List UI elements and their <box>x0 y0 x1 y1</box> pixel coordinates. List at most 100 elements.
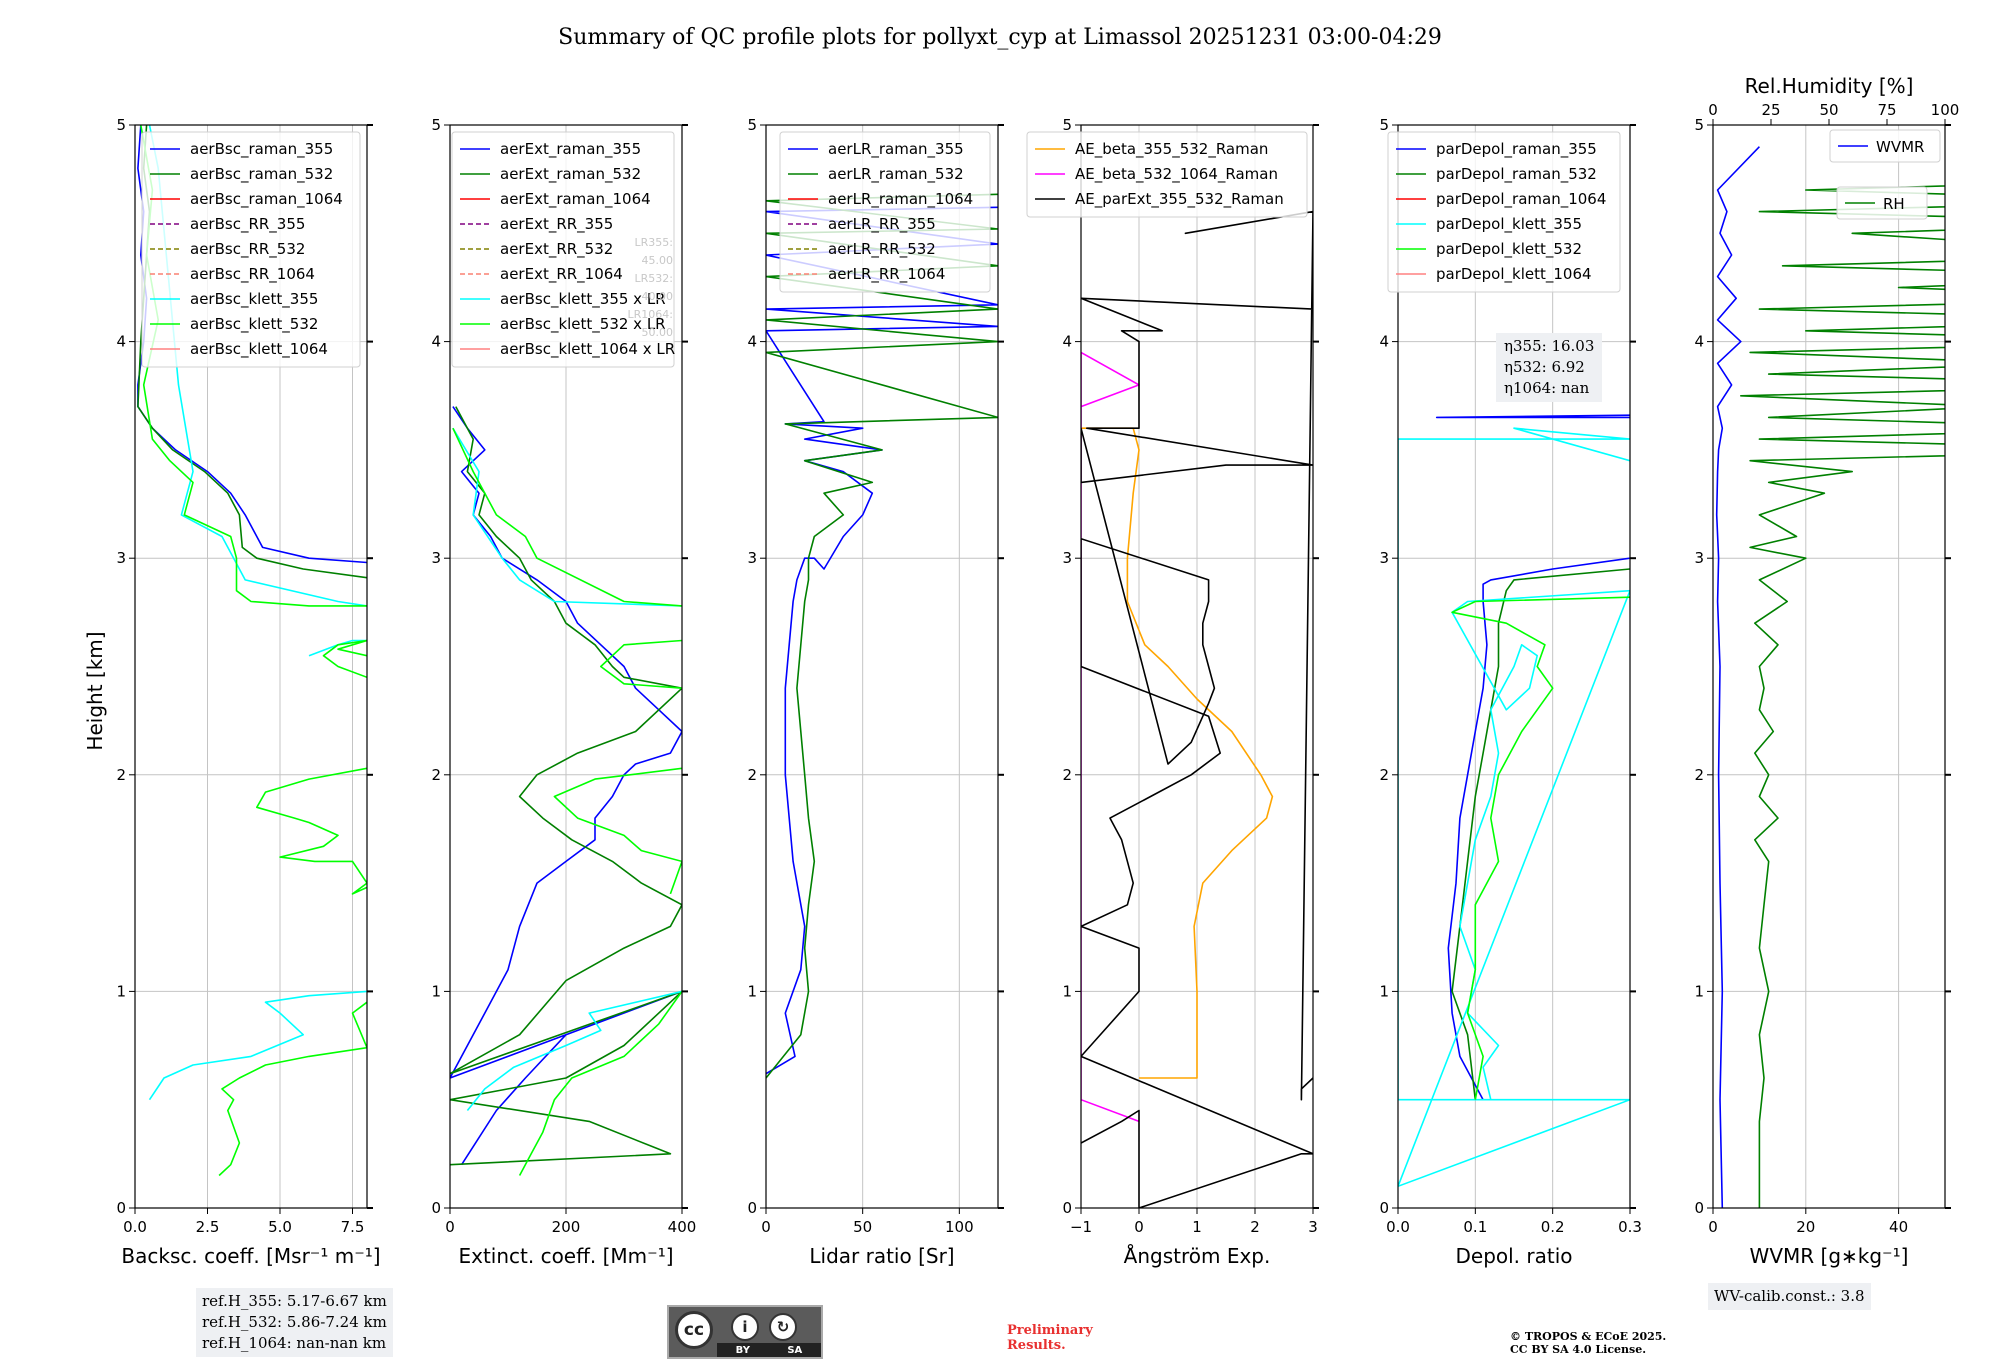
series-line-ext-4 <box>452 427 682 607</box>
series-line-depol-1 <box>1451 568 1630 1100</box>
copyright-note: © TROPOS & ECoE 2025. CC BY SA 4.0 Licen… <box>1510 1330 1667 1356</box>
top-x-tick-label-wv-3: 75 <box>1877 101 1896 119</box>
x-tick-label-ae-1: 0 <box>1134 1218 1144 1236</box>
eta-355: η355: 16.03 <box>1504 337 1595 355</box>
reference-height-box: ref.H_355: 5.17-6.67 km ref.H_532: 5.86-… <box>196 1288 393 1357</box>
refh-532: ref.H_532: 5.86-7.24 km <box>202 1313 387 1331</box>
series-line-wv-0 <box>1715 146 1760 1208</box>
series-line-ae-0 <box>1081 427 1274 1079</box>
eta-1064: η1064: nan <box>1504 379 1590 397</box>
y-tick-label-lr-1: 1 <box>747 982 757 1000</box>
y-tick-label-wv-3: 3 <box>1694 549 1704 567</box>
y-tick-label-depol-2: 2 <box>1379 766 1389 784</box>
legend-label-lr-4: aerLR_RR_532 <box>828 240 936 259</box>
y-tick-label-wv-1: 1 <box>1694 982 1704 1000</box>
legend-label-depol-0: parDepol_raman_355 <box>1436 140 1597 159</box>
series-line-ext-2 <box>452 427 682 607</box>
y-tick-label-ext-4: 4 <box>431 333 441 351</box>
y-tick-label-depol-3: 3 <box>1379 549 1389 567</box>
legend-label-ext-4: aerExt_RR_532 <box>500 240 613 259</box>
y-tick-label-ext-0: 0 <box>431 1199 441 1217</box>
panel-wv: 0 20 40 0 1 2 3 4 5 WVMR [g∗kg⁻¹] 0 25 50 75 100 Rel.Hu… <box>1694 74 1959 1268</box>
legend-label-depol-5: parDepol_klett_1064 <box>1436 265 1592 284</box>
cc-sa-text: SA <box>787 1344 803 1356</box>
series-line-bsc-4 <box>308 639 367 657</box>
legend-label-wv-0: WVMR <box>1876 138 1924 156</box>
legend-label-lr-2: aerLR_raman_1064 <box>828 190 973 209</box>
series-line-depol-0 <box>1447 557 1630 1101</box>
series-line-lr-0 <box>766 206 998 1075</box>
legend-label-ext-8: aerBsc_klett_1064 x LR <box>500 340 675 359</box>
legend-label-ae-2: AE_parExt_355_532_Raman <box>1075 190 1284 209</box>
legend-label-depol-2: parDepol_raman_1064 <box>1436 190 1606 209</box>
series-line-depol-4 <box>1451 596 1630 1100</box>
x-tick-label-ae-3: 2 <box>1250 1218 1260 1236</box>
series-line-depol-2 <box>1435 414 1630 419</box>
legend-box-ext <box>451 131 675 368</box>
x-axis-label-ae: Ångström Exp. <box>1124 1244 1271 1268</box>
y-tick-label-lr-5: 5 <box>747 116 757 134</box>
y-tick-label-ext-2: 2 <box>431 766 441 784</box>
x-tick-label-wv-0: 0 <box>1708 1218 1718 1236</box>
ghost-lr-355: LR355: 45.00 <box>634 236 673 267</box>
y-tick-label-bsc-2: 2 <box>116 766 126 784</box>
ghost-lr-box: LR355: 45.00 LR532: 40.00 LR1064: 50.00 <box>605 234 673 342</box>
y-tick-label-lr-3: 3 <box>747 549 757 567</box>
series-line-bsc-6 <box>322 639 367 679</box>
x-tick-label-bsc-3: 7.5 <box>341 1218 365 1236</box>
y-tick-label-bsc-5: 5 <box>116 116 126 134</box>
x-tick-label-depol-3: 0.3 <box>1618 1218 1642 1236</box>
legend-label-depol-4: parDepol_klett_532 <box>1436 240 1582 259</box>
legend-label-ext-6: aerBsc_klett_355 x LR <box>500 290 666 309</box>
legend-label-lr-3: aerLR_RR_355 <box>828 215 936 234</box>
legend-label-lr-1: aerLR_raman_532 <box>828 165 964 184</box>
legend-label-ae-1: AE_beta_532_1064_Raman <box>1075 165 1278 184</box>
legend-label-depol-1: parDepol_raman_532 <box>1436 165 1597 184</box>
x-axis-label-bsc: Backsc. coeff. [Msr⁻¹ m⁻¹] <box>121 1244 380 1268</box>
panel-bsc: 0.0 2.5 5.0 7.5 0 1 2 3 4 5 Backsc. coeff. [Msr⁻¹ … <box>116 116 380 1268</box>
y-tick-label-ae-3: 3 <box>1062 549 1072 567</box>
x-tick-label-depol-0: 0.0 <box>1386 1218 1410 1236</box>
series-group-lr <box>766 193 998 1079</box>
legend-label-bsc-2: aerBsc_raman_1064 <box>190 190 343 209</box>
top-x-tick-label-wv-2: 50 <box>1819 101 1838 119</box>
panels: 0.0 2.5 5.0 7.5 0 1 2 3 4 5 Backsc. coeff. [Msr⁻¹ … <box>116 74 1959 1268</box>
legend-label-bsc-7: aerBsc_klett_532 <box>190 315 318 334</box>
y-tick-label-ae-2: 2 <box>1062 766 1072 784</box>
x-tick-label-wv-1: 20 <box>1796 1218 1815 1236</box>
series-line-ext-0 <box>450 406 682 1166</box>
x-axis-label-wv: WVMR [g∗kg⁻¹] <box>1750 1244 1909 1268</box>
legend-label-bsc-1: aerBsc_raman_532 <box>190 165 333 184</box>
legend-label-ext-1: aerExt_raman_532 <box>500 165 641 184</box>
y-tick-label-depol-1: 1 <box>1379 982 1389 1000</box>
legend-label-wv-1: RH <box>1883 195 1905 213</box>
legend-label-bsc-4: aerBsc_RR_532 <box>190 240 305 259</box>
x-tick-label-ae-0: −1 <box>1070 1218 1092 1236</box>
legend-label-bsc-8: aerBsc_klett_1064 <box>190 340 328 359</box>
legend-label-ae-0: AE_beta_355_532_Raman <box>1075 140 1268 159</box>
legend-label-lr-0: aerLR_raman_355 <box>828 140 964 159</box>
series-group-depol <box>1398 414 1630 1188</box>
wv-calibration-box: WV-calib.const.: 3.8 <box>1708 1283 1871 1310</box>
series-line-depol-3 <box>1398 427 1630 1188</box>
y-tick-label-ext-5: 5 <box>431 116 441 134</box>
series-line-bsc-8 <box>218 1001 367 1177</box>
y-tick-label-ae-1: 1 <box>1062 982 1072 1000</box>
x-tick-label-depol-2: 0.2 <box>1541 1218 1565 1236</box>
series-line-ext-3 <box>466 990 682 1112</box>
x-tick-label-ae-2: 1 <box>1192 1218 1202 1236</box>
eta-532: η532: 6.92 <box>1504 358 1585 376</box>
cc-license-badge: cc i ↻ BY SA <box>667 1305 823 1359</box>
legend-label-ext-7: aerBsc_klett_532 x LR <box>500 315 666 334</box>
y-tick-label-bsc-0: 0 <box>116 1199 126 1217</box>
series-line-wv-1 <box>1740 185 1945 1208</box>
y-tick-label-ae-0: 0 <box>1062 1199 1072 1217</box>
legend-box-depol <box>1387 131 1621 293</box>
refh-1064: ref.H_1064: nan-nan km <box>202 1334 387 1352</box>
x-tick-label-wv-2: 40 <box>1889 1218 1908 1236</box>
eta-box: η355: 16.03 η532: 6.92 η1064: nan <box>1496 333 1603 402</box>
x-tick-label-lr-1: 50 <box>853 1218 872 1236</box>
series-line-ext-7 <box>518 990 682 1176</box>
